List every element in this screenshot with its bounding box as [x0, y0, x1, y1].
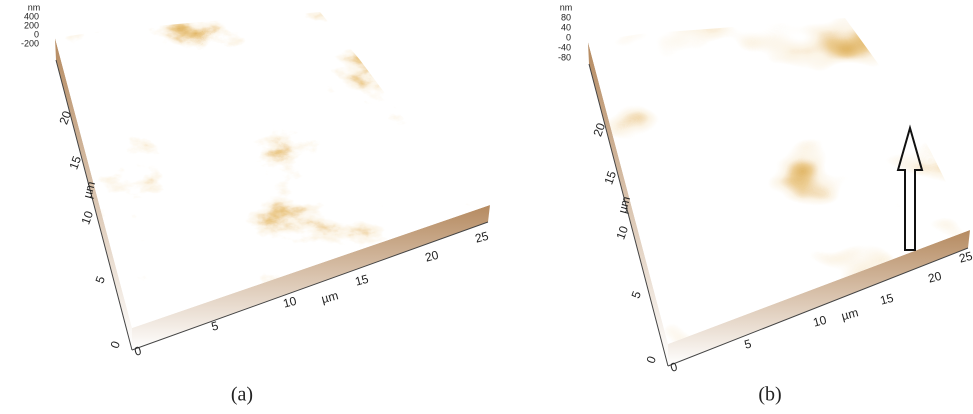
x-axis-unit: µm: [320, 288, 340, 306]
z-tick-label: -200: [21, 38, 39, 48]
z-unit: nm: [560, 2, 573, 12]
z-tick-label: 40: [561, 22, 571, 32]
x-tick-label: 5: [210, 318, 220, 333]
y-tick-label: 0: [108, 339, 124, 350]
y-tick-label: 10: [78, 209, 96, 227]
x-tick-label: 20: [424, 248, 441, 265]
figure: nm4002000-20005101520µm0510152025µm(a)nm…: [0, 0, 973, 414]
x-tick-label: 10: [282, 294, 299, 311]
z-tick-label: 80: [561, 12, 571, 22]
afm-surface-b: [575, 0, 973, 366]
x-tick-label: 25: [474, 229, 491, 246]
y-tick-label: 15: [601, 169, 619, 187]
caption: (a): [231, 384, 253, 406]
y-tick-label: 5: [629, 289, 645, 300]
z-tick-label: -80: [558, 52, 571, 62]
x-tick-label: 10: [812, 313, 829, 330]
z-tick-label: 0: [566, 32, 571, 42]
z-tick-label: -40: [558, 42, 571, 52]
caption: (b): [758, 384, 781, 406]
x-tick-label: 20: [927, 269, 944, 286]
afm-surface-a: [40, 0, 500, 350]
x-axis-unit: µm: [840, 305, 860, 323]
y-tick-label: 0: [644, 354, 660, 365]
y-tick-label: 5: [93, 274, 109, 285]
x-tick-label: 25: [958, 249, 973, 266]
x-tick-label: 5: [743, 336, 753, 351]
x-tick-label: 15: [879, 291, 896, 308]
y-tick-label: 10: [613, 224, 631, 242]
x-tick-label: 15: [354, 272, 371, 289]
